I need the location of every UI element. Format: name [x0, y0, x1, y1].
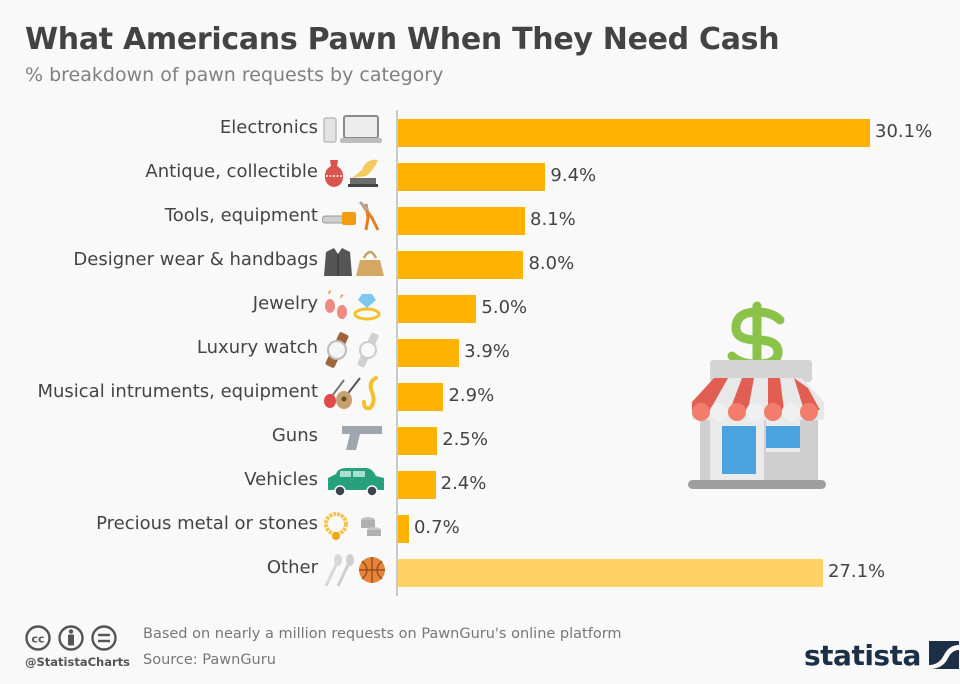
saxophone-icon: [362, 376, 378, 411]
value-label: 3.9%: [464, 341, 510, 362]
statista-mark-icon: [928, 641, 959, 669]
bar-row: Designer wear & handbags 8.0%: [0, 242, 960, 286]
bar-row: Guns 2.5%: [0, 418, 960, 462]
chart-subtitle: % breakdown of pawn requests by category: [25, 64, 444, 86]
jacket-icon handbag-icon: [324, 248, 384, 276]
pruning-shears-icon: [358, 200, 380, 231]
chart-title: What Americans Pawn When They Need Cash: [25, 22, 780, 57]
acoustic-guitar-icon: [336, 377, 361, 409]
leather-watch-icon: [325, 332, 349, 368]
y-axis-line: [396, 110, 398, 596]
bar: [398, 427, 438, 455]
value-label: 8.0%: [528, 253, 575, 274]
laptop-icon: [340, 115, 382, 143]
chainsaw-icon: [322, 212, 356, 225]
gold-necklace-icon coins-icon: [324, 512, 381, 540]
diamond-ring-icon: [353, 294, 381, 321]
value-label: 9.4%: [550, 165, 597, 186]
attribution-icon: [58, 625, 84, 651]
statista-logo[interactable]: statista: [804, 638, 959, 672]
category-label: Guns: [271, 425, 318, 446]
category-label: Vehicles: [244, 469, 318, 490]
bar-row: Electronics 30.1%: [0, 110, 960, 154]
category-label: Designer wear & handbags: [73, 249, 318, 270]
earrings-icon diamond-ring-icon: [325, 290, 381, 321]
gramophone-icon: [348, 159, 378, 187]
car-icon: [328, 468, 384, 497]
bar: [398, 471, 436, 499]
pawn-shop-dollar-icon: [688, 301, 826, 489]
earrings-icon: [325, 290, 347, 319]
value-label: 2.5%: [442, 429, 488, 450]
bar: [398, 119, 870, 147]
value-label: 2.4%: [440, 473, 487, 494]
bar-row: Luxury watch 3.9%: [0, 330, 960, 374]
bar-row: Vehicles 2.4%: [0, 462, 960, 506]
pistol-icon: [342, 426, 382, 450]
smartphone-icon: [323, 117, 337, 143]
leather-watch-icon steel-watch-icon: [325, 332, 379, 368]
gold-necklace-icon: [324, 512, 348, 540]
basketball-icon: [359, 557, 385, 583]
category-label: Other: [266, 557, 318, 578]
bar: [398, 295, 477, 323]
category-label: Musical intruments, equipment: [37, 381, 318, 402]
bar-row: Other 27.1%: [0, 550, 960, 594]
electric-guitar-icon: [324, 379, 345, 408]
vase-icon gramophone-icon: [324, 159, 378, 187]
bar-row: Musical intruments, equipment 2.9%: [0, 374, 960, 418]
bar: [398, 339, 460, 367]
category-label: Electronics: [219, 117, 318, 138]
bar: [398, 383, 444, 411]
no-derivatives-icon: [91, 625, 117, 651]
value-label: 30.1%: [875, 121, 933, 142]
electric-guitar-icon acoustic-guitar-icon saxophone-icon: [324, 376, 378, 411]
chart-source: Source: PawnGuru: [143, 652, 276, 668]
steel-watch-icon: [357, 332, 379, 368]
spoons-icon: [324, 554, 354, 587]
bar: [398, 559, 823, 587]
category-label: Antique, collectible: [145, 161, 318, 182]
spoons-icon basketball-icon: [324, 554, 385, 587]
pistol-icon: [342, 426, 382, 450]
value-label: 5.0%: [481, 297, 528, 318]
vase-icon: [324, 160, 344, 187]
license-icons: cc: [25, 625, 117, 651]
bar: [398, 163, 546, 191]
chart-note: Based on nearly a million requests on Pa…: [143, 626, 622, 642]
handbag-icon: [356, 250, 384, 276]
coins-icon: [361, 517, 381, 536]
jacket-icon: [324, 248, 352, 276]
value-label: 2.9%: [448, 385, 495, 406]
category-label: Luxury watch: [196, 337, 318, 358]
value-label: 27.1%: [827, 561, 886, 582]
category-label: Jewelry: [252, 293, 318, 314]
category-label: Precious metal or stones: [96, 513, 318, 534]
car-icon: [328, 468, 384, 497]
value-label: 0.7%: [413, 517, 460, 538]
bar-row: Precious metal or stones 0.7%: [0, 506, 960, 550]
bar-row: Jewelry 5.0%: [0, 286, 960, 330]
statista-wordmark: statista: [804, 638, 921, 672]
bar-row: Tools, equipment 8.1%: [0, 198, 960, 242]
value-label: 8.1%: [530, 209, 576, 230]
bar: [398, 207, 526, 235]
bar-row: Antique, collectible 9.4%: [0, 154, 960, 198]
cc-icon: [25, 625, 51, 651]
chainsaw-icon pruning-shears-icon: [322, 200, 380, 231]
smartphone-icon laptop-icon: [323, 115, 382, 143]
bar: [398, 251, 524, 279]
category-label: Tools, equipment: [164, 205, 318, 226]
statista-handle: @StatistaCharts: [25, 655, 130, 669]
bar: [398, 515, 409, 543]
svg-text:cc: cc: [31, 633, 44, 646]
